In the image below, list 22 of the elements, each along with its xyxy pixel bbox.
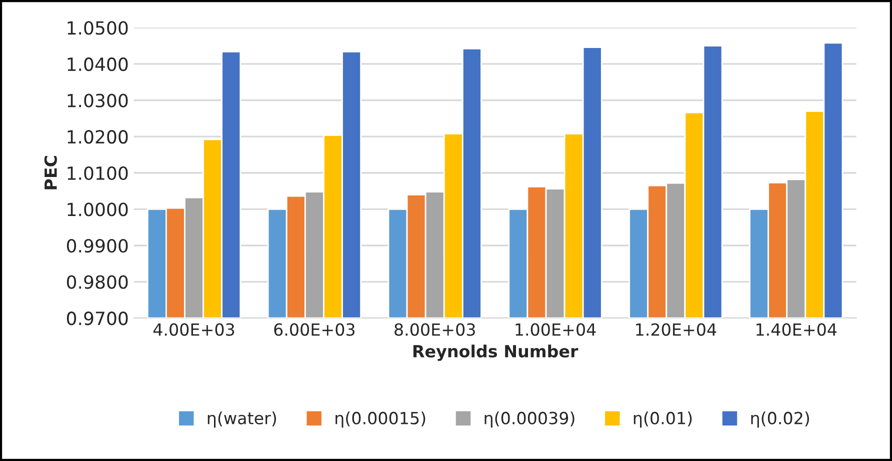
- legend-label: η(0.02): [751, 412, 809, 428]
- y-tick-label: 1.0200: [68, 130, 128, 144]
- x-tick-label: 4.00E+03: [153, 323, 234, 336]
- y-tick-label: 0.9800: [66, 275, 128, 289]
- legend-label: η(0.01): [634, 412, 692, 428]
- legend-label: η(0.00039): [484, 412, 574, 428]
- y-tick-label: 1.0500: [68, 21, 128, 35]
- x-tick-label: 1.40E+04: [756, 323, 837, 336]
- legend-label: η(0.00015): [336, 412, 426, 428]
- y-tick-label: 0.9900: [66, 238, 128, 253]
- y-tick-label: 1.0100: [68, 166, 128, 180]
- y-tick-label: 1.0300: [68, 94, 128, 108]
- x-tick-label: 1.00E+04: [516, 323, 596, 336]
- y-tick-label: 1.0400: [68, 57, 128, 72]
- y-tick-label: 0.9700: [66, 312, 128, 326]
- x-tick-label: 6.00E+03: [274, 323, 354, 336]
- x-tick-label: 8.00E+03: [394, 323, 475, 336]
- legend-label: η(water): [208, 412, 276, 428]
- x-axis-title: Reynolds Number: [413, 344, 578, 361]
- y-axis-title: PEC: [44, 156, 57, 190]
- x-tick-label: 1.20E+04: [636, 323, 716, 336]
- y-tick-label: 1.0000: [68, 202, 128, 216]
